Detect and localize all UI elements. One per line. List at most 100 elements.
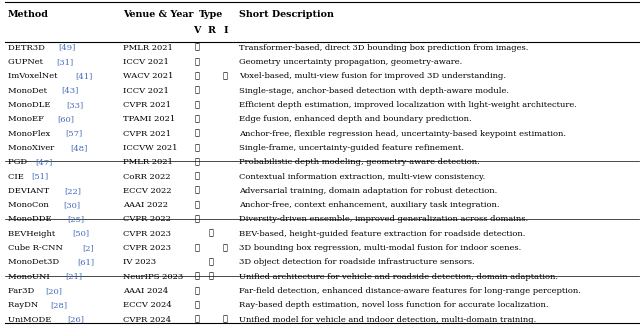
Text: ✓: ✓ — [195, 158, 200, 166]
Text: CVPR 2023: CVPR 2023 — [123, 244, 171, 252]
Text: ✓: ✓ — [195, 244, 200, 252]
Text: [31]: [31] — [56, 58, 74, 66]
Text: NeurIPS 2023: NeurIPS 2023 — [123, 273, 183, 281]
Text: ✓: ✓ — [195, 44, 200, 52]
Text: ✓: ✓ — [195, 115, 200, 123]
Text: MonoUNI: MonoUNI — [8, 273, 52, 281]
Text: DEVIANT: DEVIANT — [8, 187, 52, 195]
Text: MonoXiver: MonoXiver — [8, 144, 56, 152]
Text: [21]: [21] — [65, 273, 82, 281]
Text: [50]: [50] — [72, 230, 89, 238]
Text: ICCV 2021: ICCV 2021 — [123, 58, 169, 66]
Text: [57]: [57] — [65, 130, 83, 138]
Text: ✓: ✓ — [195, 301, 200, 309]
Text: ICCV 2021: ICCV 2021 — [123, 87, 169, 95]
Text: [20]: [20] — [45, 287, 62, 295]
Text: Diversity-driven ensemble, improved generalization across domains.: Diversity-driven ensemble, improved gene… — [239, 215, 528, 223]
Text: AAAI 2022: AAAI 2022 — [123, 201, 168, 209]
Text: Far3D: Far3D — [8, 287, 36, 295]
Text: ✓: ✓ — [223, 244, 228, 252]
Text: ✓: ✓ — [209, 230, 214, 238]
Text: Single-frame, uncertainty-guided feature refinement.: Single-frame, uncertainty-guided feature… — [239, 144, 464, 152]
Text: [25]: [25] — [67, 215, 84, 223]
Text: ✓: ✓ — [223, 72, 228, 80]
Text: [2]: [2] — [82, 244, 93, 252]
Text: Unified model for vehicle and indoor detection, multi-domain training.: Unified model for vehicle and indoor det… — [239, 316, 536, 324]
Text: ✓: ✓ — [195, 87, 200, 95]
Text: Ray-based depth estimation, novel loss function for accurate localization.: Ray-based depth estimation, novel loss f… — [239, 301, 548, 309]
Text: I: I — [223, 26, 228, 36]
Text: GUPNet: GUPNet — [8, 58, 45, 66]
Text: AAAI 2024: AAAI 2024 — [123, 287, 168, 295]
Text: ✓: ✓ — [195, 58, 200, 66]
Text: ✓: ✓ — [195, 316, 200, 324]
Text: [51]: [51] — [31, 172, 49, 181]
Text: TPAMI 2021: TPAMI 2021 — [123, 115, 175, 123]
Text: BEV-based, height-guided feature extraction for roadside detection.: BEV-based, height-guided feature extract… — [239, 230, 525, 238]
Text: IV 2023: IV 2023 — [123, 258, 156, 266]
Text: ✓: ✓ — [209, 258, 214, 266]
Text: ✓: ✓ — [195, 201, 200, 209]
Text: Efficient depth estimation, improved localization with light-weight architecture: Efficient depth estimation, improved loc… — [239, 101, 577, 109]
Text: [41]: [41] — [75, 72, 92, 80]
Text: CVPR 2023: CVPR 2023 — [123, 230, 171, 238]
Text: Single-stage, anchor-based detection with depth-aware module.: Single-stage, anchor-based detection wit… — [239, 87, 509, 95]
Text: ✓: ✓ — [195, 187, 200, 195]
Text: ImVoxelNet: ImVoxelNet — [8, 72, 60, 80]
Text: ✓: ✓ — [195, 72, 200, 80]
Text: Unified architecture for vehicle and roadside detection, domain adaptation.: Unified architecture for vehicle and roa… — [239, 273, 557, 281]
Text: ✓: ✓ — [195, 101, 200, 109]
Text: [26]: [26] — [67, 316, 84, 324]
Text: UniMODE: UniMODE — [8, 316, 54, 324]
Text: MonoDet3D: MonoDet3D — [8, 258, 61, 266]
Text: [60]: [60] — [58, 115, 74, 123]
Text: MonoDet: MonoDet — [8, 87, 49, 95]
Text: ✓: ✓ — [195, 144, 200, 152]
Text: ✓: ✓ — [195, 172, 200, 181]
Text: Probabilistic depth modeling, geometry-aware detection.: Probabilistic depth modeling, geometry-a… — [239, 158, 479, 166]
Text: 3D bounding box regression, multi-modal fusion for indoor scenes.: 3D bounding box regression, multi-modal … — [239, 244, 521, 252]
Text: ECCV 2022: ECCV 2022 — [123, 187, 172, 195]
Text: ✓: ✓ — [223, 316, 228, 324]
Text: CVPR 2022: CVPR 2022 — [123, 215, 171, 223]
Text: MonoEF: MonoEF — [8, 115, 46, 123]
Text: PMLR 2021: PMLR 2021 — [123, 158, 173, 166]
Text: CVPR 2024: CVPR 2024 — [123, 316, 171, 324]
Text: [48]: [48] — [71, 144, 88, 152]
Text: CVPR 2021: CVPR 2021 — [123, 130, 171, 138]
Text: [49]: [49] — [59, 44, 76, 52]
Text: [61]: [61] — [77, 258, 94, 266]
Text: Transformer-based, direct 3D bounding box prediction from images.: Transformer-based, direct 3D bounding bo… — [239, 44, 528, 52]
Text: Venue & Year: Venue & Year — [123, 10, 193, 19]
Text: R: R — [207, 26, 215, 36]
Text: PMLR 2021: PMLR 2021 — [123, 44, 173, 52]
Text: BEVHeight: BEVHeight — [8, 230, 58, 238]
Text: DETR3D: DETR3D — [8, 44, 47, 52]
Text: [43]: [43] — [61, 87, 79, 95]
Text: Cube R-CNN: Cube R-CNN — [8, 244, 65, 252]
Text: MonoFlex: MonoFlex — [8, 130, 52, 138]
Text: [33]: [33] — [66, 101, 83, 109]
Text: WACV 2021: WACV 2021 — [123, 72, 173, 80]
Text: Adversarial training, domain adaptation for robust detection.: Adversarial training, domain adaptation … — [239, 187, 497, 195]
Text: PGD: PGD — [8, 158, 29, 166]
Text: ✓: ✓ — [195, 273, 200, 281]
Text: RayDN: RayDN — [8, 301, 40, 309]
Text: Type: Type — [199, 10, 223, 19]
Text: [30]: [30] — [63, 201, 81, 209]
Text: Voxel-based, multi-view fusion for improved 3D understanding.: Voxel-based, multi-view fusion for impro… — [239, 72, 506, 80]
Text: Geometry uncertainty propagation, geometry-aware.: Geometry uncertainty propagation, geomet… — [239, 58, 462, 66]
Text: CIE: CIE — [8, 172, 26, 181]
Text: Edge fusion, enhanced depth and boundary prediction.: Edge fusion, enhanced depth and boundary… — [239, 115, 471, 123]
Text: MonoDDE: MonoDDE — [8, 215, 54, 223]
Text: Short Description: Short Description — [239, 10, 333, 19]
Text: CoRR 2022: CoRR 2022 — [123, 172, 170, 181]
Text: Method: Method — [8, 10, 49, 19]
Text: Anchor-free, context enhancement, auxiliary task integration.: Anchor-free, context enhancement, auxili… — [239, 201, 499, 209]
Text: V: V — [193, 26, 201, 36]
Text: ICCVW 2021: ICCVW 2021 — [123, 144, 177, 152]
Text: Anchor-free, flexible regression head, uncertainty-based keypoint estimation.: Anchor-free, flexible regression head, u… — [239, 130, 566, 138]
Text: Far-field detection, enhanced distance-aware features for long-range perception.: Far-field detection, enhanced distance-a… — [239, 287, 580, 295]
Text: ✓: ✓ — [209, 273, 214, 281]
Text: ECCV 2024: ECCV 2024 — [123, 301, 172, 309]
